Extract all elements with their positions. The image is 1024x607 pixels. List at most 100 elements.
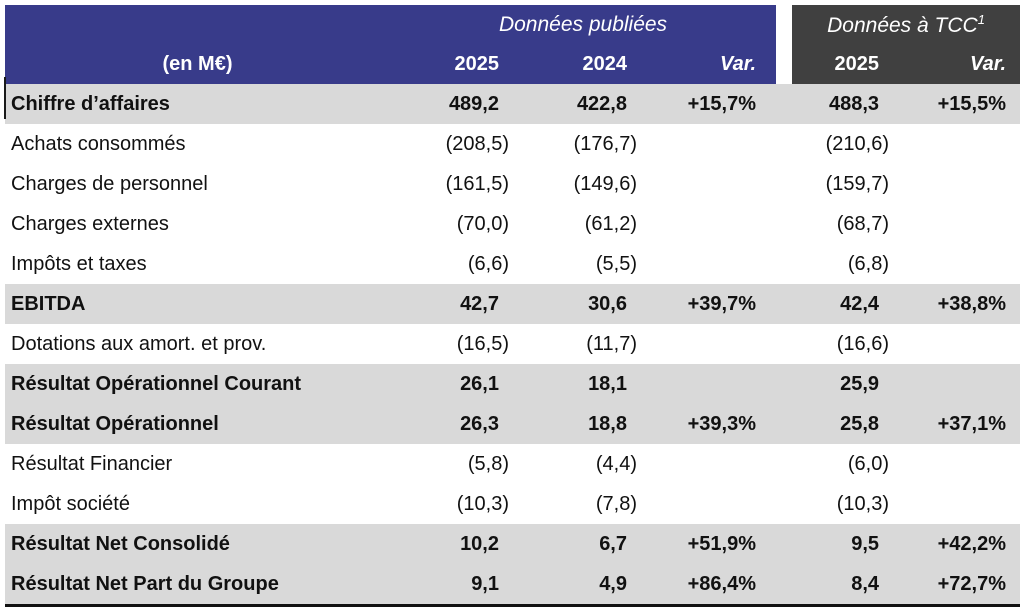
pub-var-cell [639, 124, 777, 164]
tcc-2025-cell: (159,7) [792, 164, 894, 204]
col-header-pub-2024: 2024 [511, 44, 639, 84]
tcc-2025-cell: 25,9 [792, 364, 894, 404]
header-group-row: Données publiées Données à TCC1 [5, 5, 1021, 44]
row-impots-et-taxes: Impôts et taxes (6,6) (5,5) (6,8) [5, 244, 1021, 284]
row-label: Chiffre d’affaires [5, 84, 390, 124]
pub-var-cell [639, 364, 777, 404]
row-label: Résultat Opérationnel Courant [5, 364, 390, 404]
pub-2025-cell: (16,5) [390, 324, 511, 364]
row-resultat-net-consolide: Résultat Net Consolidé 10,2 6,7 +51,9% 9… [5, 524, 1021, 564]
row-achats-consommes: Achats consommés (208,5) (176,7) (210,6) [5, 124, 1021, 164]
gap-cell [776, 204, 793, 244]
header-gap [776, 5, 793, 44]
group-tcc-label: Données à TCC [827, 14, 978, 37]
pub-2024-cell: (176,7) [511, 124, 639, 164]
row-resultat-operationnel-courant: Résultat Opérationnel Courant 26,1 18,1 … [5, 364, 1021, 404]
pub-2025-cell: (6,6) [390, 244, 511, 284]
tcc-var-cell [893, 444, 1021, 484]
tcc-var-cell: +38,8% [893, 284, 1021, 324]
tcc-var-cell [893, 324, 1021, 364]
tcc-var-cell [893, 244, 1021, 284]
row-label: Achats consommés [5, 124, 390, 164]
pub-var-cell: +15,7% [639, 84, 777, 124]
gap-cell [776, 284, 793, 324]
tcc-footnote-superscript: 1 [977, 12, 985, 27]
tcc-2025-cell: 9,5 [792, 524, 894, 564]
gap-cell [776, 444, 793, 484]
col-header-pub-var: Var. [639, 44, 777, 84]
gap-cell [776, 84, 793, 124]
pub-2025-cell: 489,2 [390, 84, 511, 124]
tcc-var-cell: +42,2% [893, 524, 1021, 564]
pub-2024-cell: (61,2) [511, 204, 639, 244]
row-chiffre-d-affaires: Chiffre d’affaires 489,2 422,8 +15,7% 48… [5, 84, 1021, 124]
gap-cell [776, 524, 793, 564]
row-label: Charges de personnel [5, 164, 390, 204]
pub-2024-cell: 4,9 [511, 564, 639, 606]
col-header-tcc-var: Var. [893, 44, 1021, 84]
tcc-var-cell [893, 484, 1021, 524]
row-label: Résultat Net Part du Groupe [5, 564, 390, 606]
tcc-var-cell [893, 124, 1021, 164]
tcc-2025-cell: (6,8) [792, 244, 894, 284]
pub-2025-cell: (208,5) [390, 124, 511, 164]
pub-var-cell [639, 484, 777, 524]
tcc-2025-cell: (16,6) [792, 324, 894, 364]
col-header-tcc-2025: 2025 [792, 44, 894, 84]
pub-2025-cell: (70,0) [390, 204, 511, 244]
group-header-donnees-tcc: Données à TCC1 [792, 5, 1021, 44]
tcc-var-cell: +37,1% [893, 404, 1021, 444]
unit-label-cell: (en M€) [5, 44, 390, 84]
gap-cell [776, 244, 793, 284]
tcc-var-cell [893, 204, 1021, 244]
gap-cell [776, 404, 793, 444]
pub-2024-cell: 6,7 [511, 524, 639, 564]
tcc-2025-cell: 8,4 [792, 564, 894, 606]
financial-results-table: Données publiées Données à TCC1 (en M€) … [5, 5, 1021, 607]
row-ebitda: EBITDA 42,7 30,6 +39,7% 42,4 +38,8% [5, 284, 1021, 324]
tcc-var-cell [893, 364, 1021, 404]
row-label: Impôt société [5, 484, 390, 524]
row-label: Résultat Financier [5, 444, 390, 484]
row-charges-de-personnel: Charges de personnel (161,5) (149,6) (15… [5, 164, 1021, 204]
group-header-donnees-publiees: Données publiées [390, 5, 777, 44]
row-label: Résultat Opérationnel [5, 404, 390, 444]
tcc-2025-cell: (10,3) [792, 484, 894, 524]
pub-var-cell: +39,7% [639, 284, 777, 324]
row-resultat-operationnel: Résultat Opérationnel 26,3 18,8 +39,3% 2… [5, 404, 1021, 444]
pub-2024-cell: (7,8) [511, 484, 639, 524]
pub-2024-cell: 18,1 [511, 364, 639, 404]
pub-var-cell: +86,4% [639, 564, 777, 606]
pub-2024-cell: (4,4) [511, 444, 639, 484]
row-label: Charges externes [5, 204, 390, 244]
pub-var-cell [639, 244, 777, 284]
row-charges-externes: Charges externes (70,0) (61,2) (68,7) [5, 204, 1021, 244]
header-columns-row: (en M€) 2025 2024 Var. 2025 Var. [5, 44, 1021, 84]
pub-var-cell: +39,3% [639, 404, 777, 444]
group-published-label: Données publiées [498, 13, 668, 36]
tcc-var-cell: +72,7% [893, 564, 1021, 606]
tcc-2025-cell: (6,0) [792, 444, 894, 484]
tcc-var-cell: +15,5% [893, 84, 1021, 124]
pub-2025-cell: 42,7 [390, 284, 511, 324]
pub-var-cell [639, 164, 777, 204]
gap-cell [776, 564, 793, 606]
pub-2024-cell: 30,6 [511, 284, 639, 324]
row-impot-societe: Impôt société (10,3) (7,8) (10,3) [5, 484, 1021, 524]
pub-var-cell [639, 444, 777, 484]
gap-cell [776, 364, 793, 404]
tcc-2025-cell: 25,8 [792, 404, 894, 444]
pub-2025-cell: 26,3 [390, 404, 511, 444]
pub-2025-cell: (10,3) [390, 484, 511, 524]
gap-cell [776, 124, 793, 164]
pub-var-cell [639, 324, 777, 364]
pub-2024-cell: (5,5) [511, 244, 639, 284]
tcc-var-cell [893, 164, 1021, 204]
pub-2024-cell: (149,6) [511, 164, 639, 204]
header-gap [776, 44, 793, 84]
gap-cell [776, 324, 793, 364]
row-label: Résultat Net Consolidé [5, 524, 390, 564]
pub-2024-cell: 18,8 [511, 404, 639, 444]
tcc-2025-cell: 42,4 [792, 284, 894, 324]
row-resultat-net-part-du-groupe: Résultat Net Part du Groupe 9,1 4,9 +86,… [5, 564, 1021, 606]
